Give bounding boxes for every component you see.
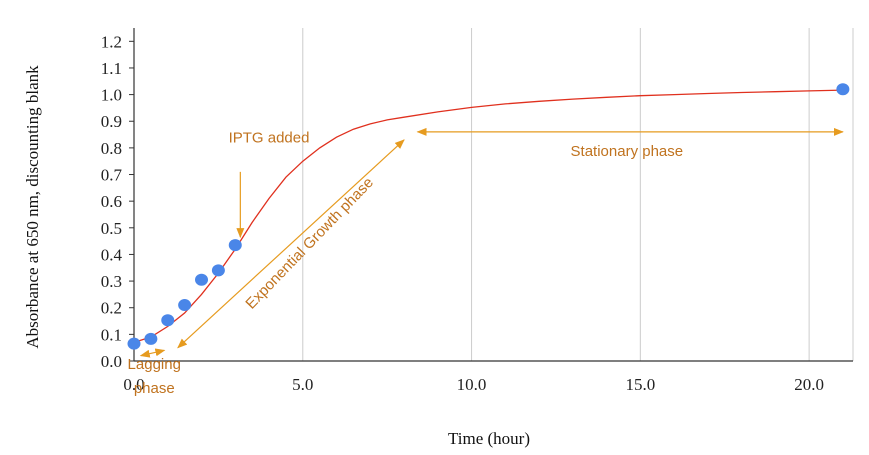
y-tick-label: 0.9 xyxy=(101,112,122,131)
y-tick-label: 0.3 xyxy=(101,272,122,291)
y-tick-label: 0.0 xyxy=(101,352,122,371)
grid-lines xyxy=(302,28,854,361)
y-tick-label: 0.6 xyxy=(101,192,122,211)
tick-labels: 0.0 5.0 10.0 15.0 20.0 0.0 0.1 0.2 0.3 0.4 0.5 0.6 0… xyxy=(101,32,824,394)
x-tick-label: 0.0 xyxy=(123,375,144,394)
axes xyxy=(129,28,853,362)
y-tick-label: 0.5 xyxy=(101,219,122,238)
data-point xyxy=(127,337,141,350)
data-point xyxy=(144,332,158,345)
annotation-label: Stationary phase xyxy=(571,143,684,160)
y-axis-title: Absorbance at 650 nm, discounting blank xyxy=(23,65,42,349)
annotation-arrow xyxy=(139,348,166,358)
x-axis-title: Time (hour) xyxy=(448,429,530,448)
annotation-arrow xyxy=(177,139,405,349)
x-tick-label: 20.0 xyxy=(794,375,824,394)
y-tick-label: 0.1 xyxy=(101,325,122,344)
y-tick-label: 0.8 xyxy=(101,139,122,158)
annotations: IPTG added Exponential Growth phase Statio… xyxy=(128,127,844,397)
data-points xyxy=(127,83,850,350)
data-point xyxy=(228,239,242,252)
y-tick-label: 1.2 xyxy=(101,32,122,51)
annotation-label: Exponential Growth phase xyxy=(242,174,376,312)
y-tick-label: 0.4 xyxy=(101,245,123,264)
data-point xyxy=(211,264,225,277)
y-tick-label: 1.1 xyxy=(101,59,122,78)
x-tick-label: 10.0 xyxy=(457,375,487,394)
data-point xyxy=(195,273,209,286)
annotation-label: Lagging xyxy=(128,356,181,373)
annotation-label: phase xyxy=(134,380,175,397)
y-tick-label: 1.0 xyxy=(101,86,122,105)
annotation-label: IPTG added xyxy=(229,130,310,147)
y-tick-label: 0.7 xyxy=(101,166,123,185)
data-point xyxy=(161,314,175,327)
y-tick-label: 0.2 xyxy=(101,299,122,318)
x-tick-label: 15.0 xyxy=(625,375,655,394)
data-point xyxy=(178,299,192,312)
x-tick-label: 5.0 xyxy=(292,375,313,394)
data-point xyxy=(836,83,850,96)
